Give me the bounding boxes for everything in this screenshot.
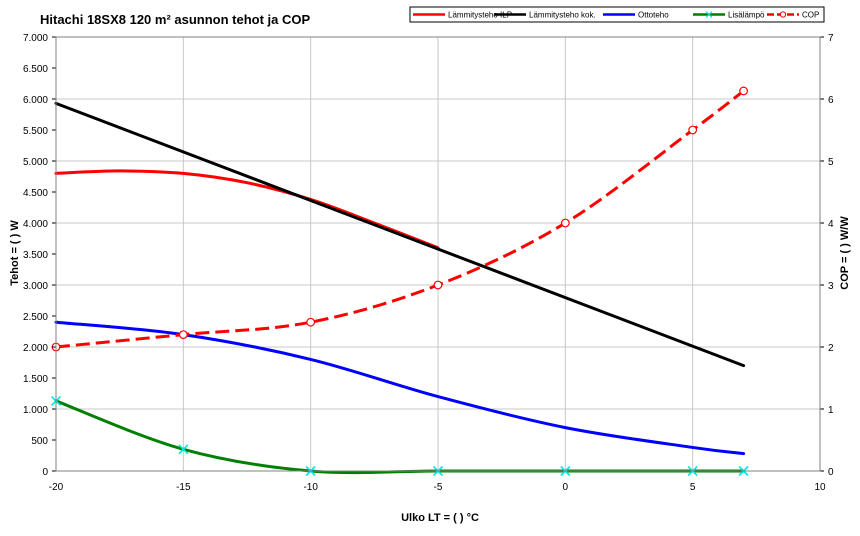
y-tick-label: 7.000 bbox=[23, 33, 48, 44]
cop-point bbox=[178, 330, 188, 340]
cop-point bbox=[560, 218, 570, 228]
y2-tick-label: 0 bbox=[828, 467, 834, 478]
x-tick-label: 0 bbox=[563, 482, 569, 493]
legend-entry-l-mmitysteho-kok-: Lämmitysteho kok. bbox=[494, 11, 596, 20]
legend-marker bbox=[705, 11, 713, 18]
y-tick-label: 4.500 bbox=[23, 188, 48, 199]
cop-point bbox=[433, 280, 443, 290]
y-tick-label: 6.500 bbox=[23, 64, 48, 75]
y-tick-label: 2.500 bbox=[23, 312, 48, 323]
x-tick-label: 5 bbox=[690, 482, 696, 493]
axis-layer: -20 -15 -10 -5 0 5 100123456705001.0001.5002.0… bbox=[23, 33, 834, 493]
cop-point bbox=[739, 86, 748, 96]
y-tick-label: 5.500 bbox=[23, 126, 48, 137]
x-tick-label: -5 bbox=[434, 482, 443, 493]
legend-label: Lämmitysteho ILP bbox=[448, 11, 512, 20]
y-tick-label: 1.000 bbox=[23, 405, 48, 416]
y2-tick-label: 7 bbox=[828, 33, 834, 44]
point-stroke bbox=[178, 444, 189, 455]
y-tick-label: 5.000 bbox=[23, 157, 48, 168]
y-tick-label: 6.000 bbox=[23, 95, 48, 106]
y2-tick-label: 3 bbox=[828, 281, 834, 292]
y2-tick-label: 2 bbox=[828, 343, 834, 354]
legend-marker bbox=[779, 11, 787, 18]
x-tick-label: 10 bbox=[814, 482, 826, 493]
series-line-l-mmitysteho-kok- bbox=[54, 101, 746, 368]
legend-label: COP bbox=[802, 11, 819, 20]
y2-tick-label: 6 bbox=[828, 95, 834, 106]
legend-entry-ottoteho: Ottoteho bbox=[603, 11, 669, 20]
cop-point bbox=[688, 125, 698, 135]
y-axis-title: Tehot = ( ) W bbox=[9, 220, 21, 286]
y-tick-label: 1.500 bbox=[23, 374, 48, 385]
y-tick-label: 0 bbox=[42, 467, 48, 478]
legend-entry-cop: COP bbox=[767, 11, 819, 20]
y-tick-label: 2.000 bbox=[23, 343, 48, 354]
x-tick-label: -10 bbox=[303, 482, 318, 493]
y2-tick-label: 1 bbox=[828, 405, 834, 416]
y2-axis-title: COP = ( ) W/W bbox=[839, 216, 851, 290]
legend-label: Lämmitysteho kok. bbox=[529, 11, 596, 20]
y-tick-label: 4.000 bbox=[23, 219, 48, 230]
legend-entry-l-mmitysteho-ilp: Lämmitysteho ILP bbox=[413, 11, 512, 20]
chart-title: Hitachi 18SX8 120 m² asunnon tehot ja CO… bbox=[40, 12, 311, 27]
x-tick-label: -15 bbox=[176, 482, 191, 493]
y-tick-label: 500 bbox=[31, 436, 48, 447]
plot-frame bbox=[55, 36, 821, 472]
legend-label: Ottoteho bbox=[638, 11, 669, 20]
cop-point bbox=[306, 317, 316, 327]
y2-tick-label: 4 bbox=[828, 219, 834, 230]
x-axis-title: Ulko LT = ( ) °C bbox=[401, 512, 479, 524]
series-line-l-mmitysteho-ilp bbox=[54, 169, 440, 250]
legend: Lämmitysteho ILP Lämmitysteho kok. Ottoteh… bbox=[409, 6, 825, 23]
y2-tick-label: 5 bbox=[828, 157, 834, 168]
y-tick-label: 3.000 bbox=[23, 281, 48, 292]
legend-label: Lisälämpö bbox=[728, 11, 765, 20]
lisalampo-point bbox=[178, 444, 189, 455]
legend-entry-lis-l-mp-: Lisälämpö bbox=[693, 11, 765, 20]
y-tick-label: 3.500 bbox=[23, 250, 48, 261]
x-tick-label: -20 bbox=[49, 482, 64, 493]
